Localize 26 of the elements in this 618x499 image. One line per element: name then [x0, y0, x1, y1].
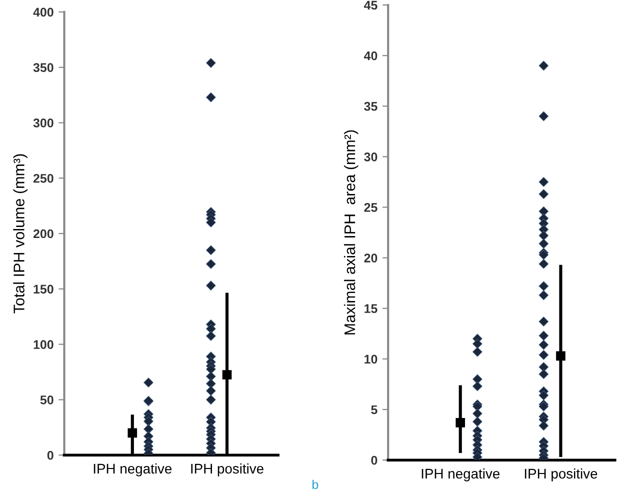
- x-tick-label: IPH positive: [191, 463, 264, 476]
- y-tick-label: 200: [33, 229, 54, 238]
- y-tick-label: 300: [33, 118, 54, 128]
- y-tick-label: 25: [364, 203, 378, 212]
- y-tick-label: 35: [364, 102, 378, 111]
- x-tick-label: IPH positive: [524, 468, 598, 482]
- y-tick-label: 350: [33, 63, 54, 72]
- text: b: [312, 480, 318, 490]
- y-tick-label: 400: [33, 8, 54, 17]
- y-tick-label: 45: [364, 0, 378, 10]
- y-tick-label: 10: [364, 354, 378, 364]
- y-axis-title: Total IPH volume (mm³): [13, 154, 28, 314]
- y-tick-label: 150: [34, 284, 54, 294]
- y-tick-label: 0: [371, 456, 378, 465]
- y-tick-label: 5: [371, 405, 378, 414]
- x-tick-label: IPH negative: [94, 463, 172, 476]
- y-tick-label: 40: [364, 51, 378, 60]
- y-tick-label: 100: [34, 340, 54, 349]
- y-tick-label: 0: [47, 450, 54, 460]
- y-axis-title: Maximal axial IPH area (mm²): [344, 130, 358, 334]
- y-tick-label: 250: [33, 174, 54, 183]
- y-tick-label: 50: [40, 396, 54, 404]
- y-tick-label: 20: [364, 254, 378, 262]
- y-tick-label: 15: [364, 304, 378, 314]
- x-tick-label: IPH negative: [422, 468, 500, 482]
- y-tick-label: 30: [364, 152, 378, 162]
